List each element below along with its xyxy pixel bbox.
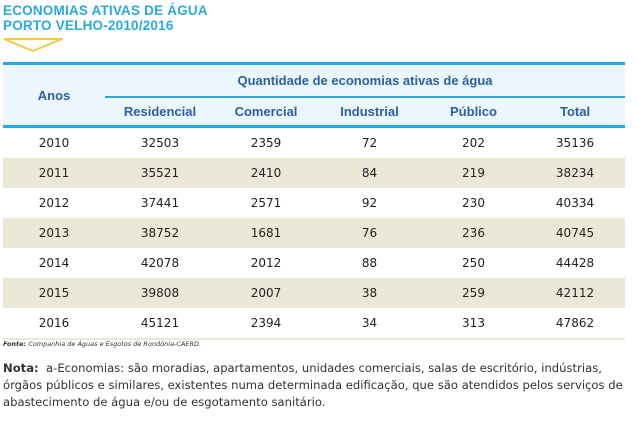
cell-industrial: 76 [317,218,422,248]
source-note: Fonte: Companhia de Águas e Esgotos de R… [3,340,201,348]
cell-total: 35136 [555,136,595,150]
cell-ano: 2012 [38,196,70,210]
table-row: 2012 37441 2571 92 230 40334 [3,188,625,218]
cell-industrial: 92 [361,196,378,210]
page-title: ECONOMIAS ATIVAS DE ÁGUA PORTO VELHO-201… [3,3,208,33]
header-total: Total [525,96,626,128]
cell-residencial: 42078 [140,256,180,270]
header-comercial: Comercial [215,96,317,128]
cell-publico: 219 [422,158,525,188]
table-row: 2014 42078 2012 88 250 44428 [3,248,625,278]
table-row: 2015 39808 2007 38 259 42112 [3,278,626,308]
cell-residencial: 45121 [105,308,215,340]
source-label: Fonte: [3,340,27,348]
cell-comercial: 2410 [215,158,317,188]
triangle-arrow-icon [3,38,63,52]
cell-ano: 2014 [38,256,70,270]
cell-industrial: 84 [317,158,422,188]
header-anos: Anos [3,62,105,128]
cell-residencial: 35521 [105,158,215,188]
cell-comercial: 1681 [215,218,317,248]
cell-publico: 202 [462,136,485,150]
footnote-text: a-Economias: são moradias, apartamentos,… [3,361,627,409]
footnote-label: Nota: [3,361,39,375]
table-row: 2016 45121 2394 34 313 47862 [3,308,626,340]
cell-publico: 259 [422,278,525,308]
cell-total: 38234 [525,158,626,188]
cell-comercial: 2359 [250,136,282,150]
economias-table: Anos Quantidade de economias ativas de á… [3,61,626,340]
cell-total: 40745 [525,218,626,248]
cell-ano: 2013 [3,218,105,248]
title-line-2: PORTO VELHO-2010/2016 [3,18,174,33]
cell-industrial: 34 [317,308,422,340]
header-residencial: Residencial [105,96,215,128]
header-group-quantidade: Quantidade de economias ativas de água [105,61,626,98]
header-publico: Público [422,96,525,128]
cell-total: 44428 [555,256,595,270]
cell-comercial: 2007 [215,278,317,308]
table-row: 2010 32503 2359 72 202 35136 [3,127,625,159]
cell-ano: 2011 [3,158,105,188]
cell-ano: 2015 [3,278,105,308]
cell-industrial: 72 [361,136,378,150]
cell-publico: 313 [422,308,525,340]
cell-comercial: 2394 [215,308,317,340]
cell-total: 42112 [525,278,626,308]
cell-comercial: 2571 [250,196,282,210]
cell-industrial: 38 [317,278,422,308]
cell-residencial: 37441 [140,196,180,210]
cell-comercial: 2012 [250,256,282,270]
source-text: Companhia de Águas e Esgotos de Rondônia… [26,340,202,348]
table-row: 2013 38752 1681 76 236 40745 [3,218,626,248]
header-industrial: Industrial [317,96,422,128]
data-table-container: Anos Quantidade de economias ativas de á… [3,61,626,340]
cell-publico: 236 [422,218,525,248]
cell-publico: 250 [462,256,485,270]
cell-residencial: 38752 [105,218,215,248]
footnote: Nota: a-Economias: são moradias, apartam… [3,360,635,411]
table-row: 2011 35521 2410 84 219 38234 [3,158,626,188]
cell-total: 40334 [555,196,595,210]
cell-industrial: 88 [361,256,378,270]
title-line-1: ECONOMIAS ATIVAS DE ÁGUA [3,3,208,18]
cell-ano: 2016 [3,308,105,340]
cell-residencial: 39808 [105,278,215,308]
cell-publico: 230 [462,196,485,210]
cell-ano: 2010 [38,136,70,150]
cell-total: 47862 [525,308,626,340]
cell-residencial: 32503 [140,136,180,150]
